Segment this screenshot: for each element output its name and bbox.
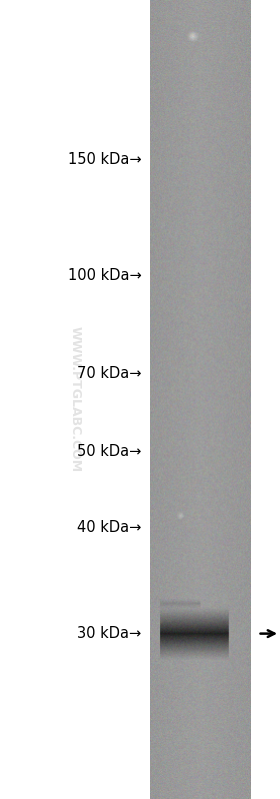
Text: WWW.PTGLABC.COM: WWW.PTGLABC.COM (69, 327, 82, 472)
Text: 150 kDa→: 150 kDa→ (68, 153, 141, 167)
Text: 50 kDa→: 50 kDa→ (77, 444, 141, 459)
Text: 30 kDa→: 30 kDa→ (77, 626, 141, 641)
Text: 70 kDa→: 70 kDa→ (77, 367, 141, 381)
Text: 100 kDa→: 100 kDa→ (68, 268, 141, 283)
Text: 40 kDa→: 40 kDa→ (77, 520, 141, 535)
